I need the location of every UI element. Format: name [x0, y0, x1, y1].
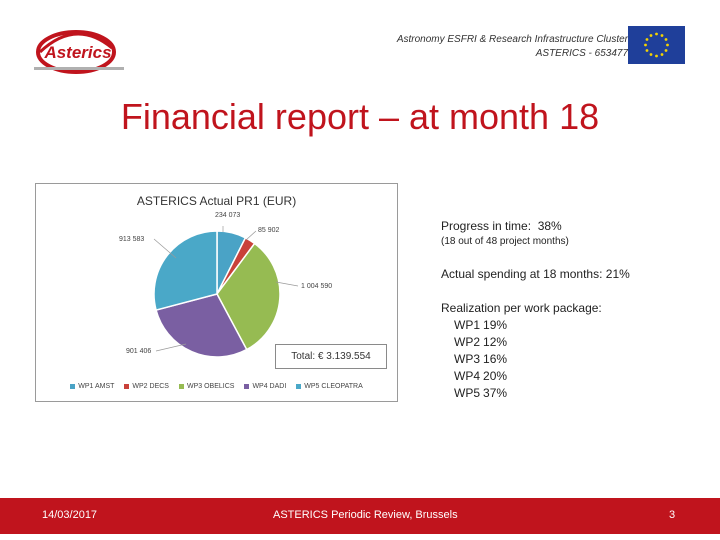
table-row: WP5 37% [454, 386, 508, 400]
wp-heading: Realization per work package: [441, 301, 602, 315]
data-label-wp3: 1 004 590 [301, 283, 333, 290]
table-row: WP4 20% [454, 369, 508, 383]
table-row: WP1 19% [454, 318, 508, 332]
page-title: Financial report – at month 18 [120, 96, 600, 137]
page-number: 3 [669, 509, 676, 521]
pie-slice-5 [153, 230, 218, 311]
logo-tagline [34, 67, 124, 70]
leader-line-3 [275, 281, 299, 287]
actual-spending: Actual spending at 18 months: 21% [441, 267, 630, 281]
data-label-wp1: 234 073 [215, 212, 241, 219]
chart-title: ASTERICS Actual PR1 (EUR) [136, 194, 297, 208]
legend-item-wp4: WP4 DADI [244, 383, 286, 390]
svg-text:Asterics: Asterics [43, 43, 111, 62]
cluster-info: Astronomy ESFRI & Research Infrastructur… [397, 33, 628, 61]
data-label-wp2: 85 902 [258, 227, 280, 234]
legend-item-wp1: WP1 AMST [70, 383, 114, 390]
leader-line-5 [153, 238, 177, 259]
asterics-logo: Asterics [36, 30, 116, 74]
leader-line-2 [245, 230, 257, 241]
legend-item-wp3: WP3 OBELICS [178, 383, 234, 390]
data-label-wp5: 913 583 [119, 236, 145, 243]
footer-bar: 14/03/2017 ASTERICS Periodic Review, Bru… [0, 498, 720, 534]
project-id: ASTERICS - 653477 [535, 48, 628, 59]
table-row: WP3 16% [454, 352, 508, 366]
eu-flag-icon [628, 26, 685, 64]
pie-chart [153, 226, 299, 358]
legend-item-wp2: WP2 DECS [124, 383, 169, 390]
progress-note: (18 out of 48 project months) [441, 236, 569, 247]
leader-line-4 [155, 343, 187, 352]
cluster-name: Astronomy ESFRI & Research Infrastructur… [396, 34, 628, 45]
data-label-wp4: 901 406 [126, 348, 152, 355]
chart-legend: WP1 AMST WP2 DECS WP3 OBELICS WP4 DADI W… [36, 383, 397, 390]
table-row: WP2 12% [454, 335, 508, 349]
legend-item-wp5: WP5 CLEOPATRA [296, 383, 363, 390]
footer-event: ASTERICS Periodic Review, Brussels [273, 509, 458, 521]
total-label: Total: € 3.139.554 [275, 344, 387, 369]
progress-in-time: Progress in time: 38% [441, 219, 562, 233]
pie-chart-panel: ASTERICS Actual PR1 (EUR) 234 073 85 902… [35, 183, 398, 402]
footer-date: 14/03/2017 [42, 509, 98, 521]
wp-realization-table: WP1 19% WP2 12% WP3 16% WP4 20% WP5 37% [454, 317, 510, 402]
progress-value: 38% [537, 219, 562, 233]
pie-slice-4 [155, 293, 248, 358]
